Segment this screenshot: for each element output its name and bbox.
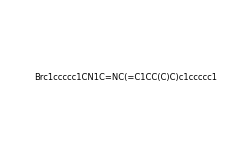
Text: Brc1ccccc1CN1C=NC(=C1CC(C)C)c1ccccc1: Brc1ccccc1CN1C=NC(=C1CC(C)C)c1ccccc1 xyxy=(35,73,217,81)
